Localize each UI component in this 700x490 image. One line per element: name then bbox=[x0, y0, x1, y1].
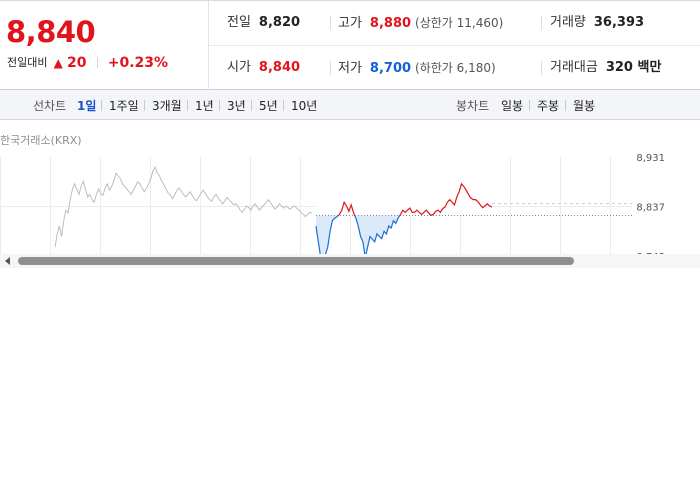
price-box: 8,840 전일대비 ▲ 20 +0.23% bbox=[0, 1, 209, 90]
y-axis-label: 8,931 bbox=[636, 153, 665, 164]
change-value: 20 bbox=[67, 55, 87, 71]
lower-limit: (하한가 6,180) bbox=[415, 61, 496, 75]
divider bbox=[101, 100, 102, 111]
divider bbox=[219, 100, 220, 111]
volume-value: 36,393 bbox=[593, 15, 645, 30]
chart-toolbar: 선차트 1일 1주일 3개월 1년 3년 5년 10년 봉차트 일봉 주봉 월봉 bbox=[0, 90, 700, 120]
period-monthly-candle[interactable]: 월봉 bbox=[573, 99, 596, 113]
divider bbox=[283, 100, 284, 111]
divider bbox=[541, 61, 542, 75]
prev-close-label: 전일 bbox=[227, 15, 251, 30]
divider bbox=[251, 100, 252, 111]
quote-row-1: 전일 8,820 고가 8,880 (상한가 11,460) 거래량 36,393 bbox=[209, 1, 700, 46]
area-mask bbox=[316, 121, 493, 216]
high-label: 고가 bbox=[338, 16, 362, 31]
amount-value: 320 백만 bbox=[605, 60, 662, 75]
period-1y[interactable]: 1년 bbox=[195, 99, 214, 113]
open-value: 8,840 bbox=[258, 60, 301, 75]
divider bbox=[96, 57, 98, 68]
candle-chart-label: 봉차트 bbox=[456, 99, 490, 113]
divider bbox=[187, 100, 188, 111]
divider bbox=[541, 16, 542, 30]
divider bbox=[529, 100, 530, 111]
change-row: 전일대비 ▲ 20 +0.23% bbox=[7, 54, 168, 71]
period-10y[interactable]: 10년 bbox=[291, 99, 318, 113]
chart-scrollbar[interactable] bbox=[0, 254, 700, 268]
period-1w[interactable]: 1주일 bbox=[109, 99, 139, 113]
amount-cell: 거래대금 320 백만 bbox=[550, 46, 661, 90]
period-weekly-candle[interactable]: 주봉 bbox=[537, 99, 560, 113]
period-3y[interactable]: 3년 bbox=[227, 99, 246, 113]
amount-label: 거래대금 bbox=[550, 60, 598, 75]
upper-limit: (상한가 11,460) bbox=[415, 16, 504, 30]
prev-close-cell: 전일 8,820 bbox=[227, 1, 300, 45]
divider bbox=[330, 61, 331, 75]
high-value: 8,880 bbox=[369, 16, 412, 31]
change-label: 전일대비 bbox=[7, 56, 48, 69]
series-line-history bbox=[54, 165, 313, 248]
current-price: 8,840 bbox=[6, 15, 96, 49]
period-5y[interactable]: 5년 bbox=[259, 99, 278, 113]
high-cell: 고가 8,880 (상한가 11,460) bbox=[338, 1, 503, 45]
up-triangle-icon: ▲ bbox=[53, 56, 63, 70]
y-axis-label: 8,837 bbox=[636, 203, 665, 214]
divider bbox=[330, 16, 331, 30]
period-3m[interactable]: 3개월 bbox=[152, 99, 182, 113]
scroll-thumb[interactable] bbox=[18, 257, 574, 265]
low-cell: 저가 8,700 (하한가 6,180) bbox=[338, 46, 496, 90]
series-layer bbox=[54, 121, 632, 261]
prev-close-value: 8,820 bbox=[258, 15, 301, 30]
low-value: 8,700 bbox=[369, 61, 412, 76]
series-line-intraday-up bbox=[337, 182, 493, 216]
open-cell: 시가 8,840 bbox=[227, 46, 300, 90]
period-daily-candle[interactable]: 일봉 bbox=[501, 99, 524, 113]
line-chart-label: 선차트 bbox=[33, 99, 67, 113]
volume-cell: 거래량 36,393 bbox=[550, 1, 644, 45]
scroll-left-arrow-icon[interactable] bbox=[5, 257, 10, 265]
volume-label: 거래량 bbox=[550, 15, 586, 30]
open-label: 시가 bbox=[227, 60, 251, 75]
divider bbox=[565, 100, 566, 111]
change-percent: +0.23% bbox=[107, 55, 169, 71]
period-1d[interactable]: 1일 bbox=[77, 99, 97, 113]
quote-row-2: 시가 8,840 저가 8,700 (하한가 6,180) 거래대금 320 백만 bbox=[209, 46, 700, 90]
divider bbox=[144, 100, 145, 111]
market-label: 한국거래소(KRX) bbox=[0, 134, 82, 147]
low-label: 저가 bbox=[338, 61, 362, 76]
quote-summary: 8,840 전일대비 ▲ 20 +0.23% 전일 8,820 고가 8,880 (상… bbox=[0, 0, 700, 90]
